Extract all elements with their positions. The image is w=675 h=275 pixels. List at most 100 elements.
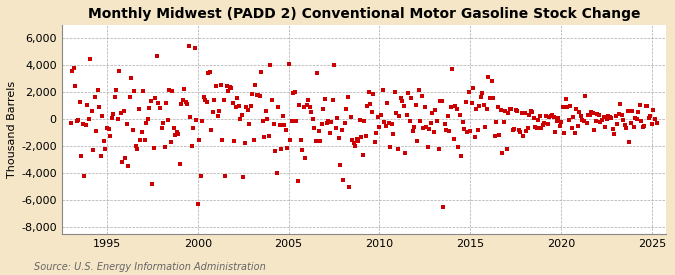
Point (475, 95, 486, 100)
Point (636, 119, 647, 124)
Point (323, 119, 333, 123)
Point (435, 99, 446, 103)
Point (387, 132, 398, 136)
Point (140, 138, 151, 142)
Point (562, 105, 572, 109)
Point (269, 148, 280, 153)
Point (253, 93, 264, 97)
Point (115, 111, 126, 115)
Point (647, 122, 657, 127)
Point (433, 146, 444, 151)
Point (275, 147, 286, 151)
Point (333, 136, 344, 140)
Point (165, 139, 176, 144)
Point (503, 111, 514, 116)
Point (489, 134, 500, 138)
Point (535, 114, 545, 118)
Point (230, 105, 241, 109)
Point (591, 118, 601, 123)
Point (203, 71, 214, 76)
Point (443, 129, 454, 133)
Point (238, 175, 248, 180)
Point (614, 111, 624, 116)
Point (521, 129, 532, 133)
Point (65, 120, 76, 125)
Point (491, 120, 502, 124)
Point (186, 144, 197, 148)
Point (224, 84, 235, 89)
Point (211, 84, 221, 88)
Point (472, 127, 483, 132)
Point (424, 127, 435, 131)
Point (338, 178, 348, 182)
Point (330, 126, 341, 130)
Point (134, 107, 144, 112)
Point (227, 100, 238, 105)
Point (394, 114, 404, 118)
Point (400, 151, 410, 155)
Point (625, 121, 636, 125)
Point (80, 123, 91, 128)
Point (437, 205, 448, 209)
Point (402, 113, 412, 117)
Point (219, 174, 230, 178)
Point (209, 98, 220, 103)
Point (522, 126, 533, 130)
Point (312, 70, 323, 75)
Point (628, 125, 639, 130)
Point (284, 62, 294, 66)
Point (419, 105, 430, 109)
Point (279, 123, 290, 128)
Point (430, 107, 441, 112)
Point (456, 153, 466, 158)
Point (335, 163, 346, 167)
Point (365, 102, 376, 106)
Point (423, 144, 433, 149)
Point (610, 114, 621, 119)
Point (112, 117, 123, 122)
Point (575, 114, 586, 118)
Point (235, 117, 246, 122)
Point (439, 122, 450, 126)
Point (548, 115, 559, 119)
Point (558, 104, 568, 109)
Point (108, 112, 119, 116)
Point (156, 126, 167, 130)
Point (367, 110, 377, 114)
Point (447, 67, 458, 72)
Point (111, 87, 122, 92)
Y-axis label: Thousand Barrels: Thousand Barrels (7, 81, 17, 178)
Point (208, 110, 219, 114)
Point (250, 83, 261, 87)
Point (560, 97, 571, 101)
Point (265, 63, 276, 68)
Point (309, 126, 320, 130)
Point (364, 90, 375, 94)
Point (587, 111, 598, 115)
Point (383, 121, 394, 125)
Point (604, 115, 615, 119)
Point (568, 115, 578, 120)
Point (360, 134, 371, 138)
Point (168, 126, 179, 131)
Point (268, 122, 279, 126)
Point (200, 98, 211, 102)
Point (288, 91, 298, 95)
Point (348, 141, 359, 145)
Point (609, 131, 620, 136)
Point (525, 109, 536, 113)
Point (225, 86, 236, 90)
Point (192, 202, 203, 207)
Point (161, 101, 171, 106)
Point (198, 95, 209, 99)
Point (147, 182, 158, 186)
Point (306, 110, 317, 115)
Point (466, 101, 477, 105)
Point (452, 107, 462, 111)
Point (258, 119, 269, 123)
Point (185, 114, 196, 119)
Point (163, 88, 174, 92)
Point (441, 128, 452, 132)
Point (196, 174, 207, 178)
Point (421, 125, 432, 130)
